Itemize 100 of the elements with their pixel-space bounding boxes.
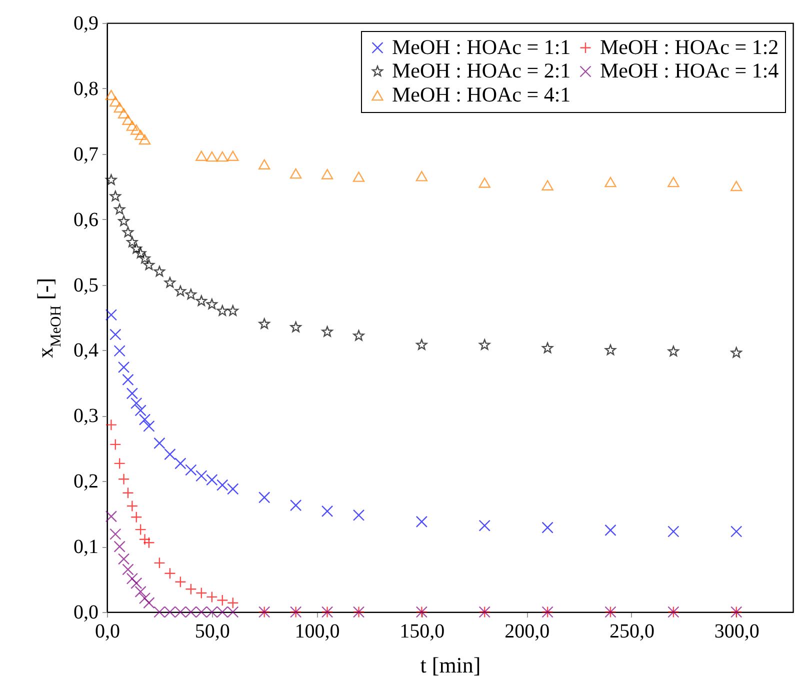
point (154, 557, 166, 569)
point (174, 458, 186, 470)
point (321, 169, 334, 180)
x-tick-label: 50,0 (194, 620, 230, 642)
point (416, 516, 428, 528)
point (206, 474, 218, 486)
y-tick-label: 0,1 (74, 536, 98, 558)
point (138, 592, 151, 604)
point (134, 248, 146, 258)
legend-label: MeOH : HOAc = 1:4 (600, 58, 780, 82)
point (353, 330, 364, 341)
point (206, 151, 218, 162)
legend-label: MeOH : HOAc = 1:1 (392, 34, 571, 59)
point (352, 172, 365, 182)
point (122, 226, 134, 238)
point (730, 180, 742, 192)
y-tick-label: 0,0 (74, 602, 98, 624)
point (478, 520, 490, 532)
point (138, 534, 151, 546)
point (730, 346, 742, 358)
point (118, 108, 130, 118)
point (110, 190, 121, 202)
point (126, 236, 138, 248)
point (206, 298, 218, 310)
x-tick-label: 150,0 (400, 620, 445, 642)
point (196, 470, 208, 482)
point (604, 524, 616, 536)
point (216, 594, 228, 606)
point (542, 342, 554, 354)
point (216, 151, 228, 162)
point (114, 540, 126, 552)
point (174, 285, 186, 296)
point (206, 591, 218, 603)
point (479, 339, 490, 350)
point (668, 346, 680, 356)
point (185, 288, 196, 300)
point (130, 242, 142, 254)
point (130, 511, 142, 523)
point (105, 309, 118, 321)
point (668, 176, 680, 188)
point (542, 180, 554, 190)
point (110, 438, 122, 450)
point (154, 437, 166, 449)
point (114, 204, 126, 214)
point (185, 464, 197, 476)
point (122, 114, 134, 125)
point (126, 500, 138, 512)
point (185, 583, 197, 595)
x-tick-label: 0,0 (95, 620, 120, 642)
point (143, 259, 155, 270)
point (122, 374, 134, 386)
point (114, 458, 126, 470)
y-tick-label: 0,6 (74, 208, 98, 231)
point (126, 572, 138, 584)
point (134, 130, 146, 140)
legend-label: MeOH : HOAc = 2:1 (392, 58, 571, 82)
point (126, 120, 138, 131)
point (122, 487, 134, 499)
point (196, 150, 208, 161)
point (110, 328, 122, 340)
x-tick-label: 250,0 (609, 620, 654, 642)
point (216, 305, 228, 316)
y-tick-label: 0,9 (74, 12, 98, 34)
point (118, 361, 130, 374)
point (258, 492, 270, 504)
point (321, 505, 334, 518)
point (130, 577, 142, 590)
point (227, 150, 239, 161)
point (122, 564, 134, 576)
y-tick-label: 0,8 (74, 78, 98, 100)
x-tick-label: 300,0 (714, 620, 760, 642)
point (227, 483, 239, 495)
point (227, 596, 239, 609)
point (118, 473, 130, 485)
point (139, 252, 150, 264)
point (105, 418, 118, 431)
y-tick-label: 0,7 (74, 143, 98, 166)
point (138, 134, 151, 145)
point (416, 339, 428, 350)
point (114, 102, 126, 113)
point (542, 522, 554, 534)
point (416, 171, 428, 182)
point (126, 388, 138, 400)
point (130, 397, 142, 410)
y-tick-label: 0,4 (74, 340, 98, 362)
point (134, 404, 146, 416)
point (258, 318, 270, 329)
point (216, 479, 228, 491)
point (290, 168, 302, 179)
point (130, 124, 142, 135)
point (110, 528, 122, 540)
y-tick-label: 0,2 (74, 470, 98, 493)
y-tick-label: 0,5 (74, 274, 98, 296)
x-tick-label: 100,0 (294, 620, 340, 642)
point (174, 576, 186, 588)
point (118, 215, 130, 226)
point (352, 509, 365, 521)
point (118, 553, 130, 565)
legend-label: MeOH : HOAc = 4:1 (392, 82, 571, 106)
x-tick-label: 200,0 (504, 620, 550, 642)
